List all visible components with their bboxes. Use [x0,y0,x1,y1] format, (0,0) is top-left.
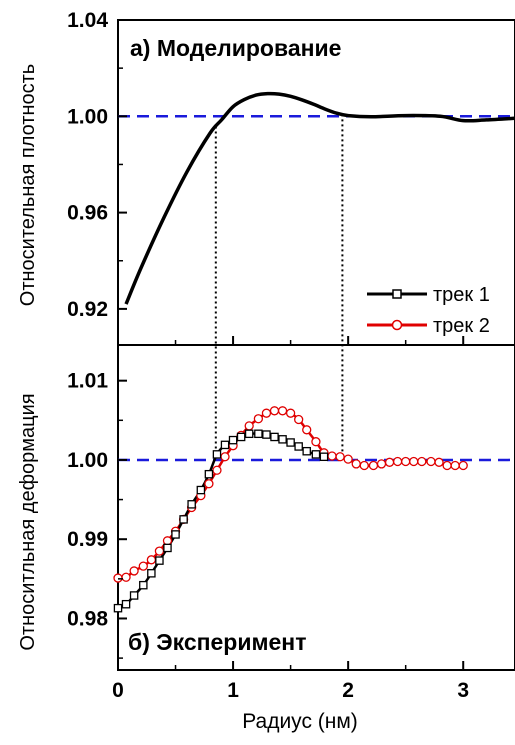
data-point-track-1 [236,432,246,442]
data-point-track-1 [129,591,139,600]
data-point-track-2 [204,479,214,489]
data-point-track-2 [458,460,468,471]
y-tick-label: 1.01 [67,370,108,393]
tick-layer: 0.92 0.96 1.00 1.04 0.98 0.99 1.00 1.01 0 1 2 3 [67,9,469,702]
data-point-track-1 [204,469,214,479]
bottom-panel-label: б) Эксперимент [128,629,306,655]
data-point-track-2 [244,421,254,431]
data-point-track-2 [311,437,321,447]
x-tick-label: 2 [342,679,354,702]
data-point-track-1 [294,442,303,451]
data-point-track-1 [302,446,311,456]
data-point-track-2 [417,456,427,467]
data-point-track-2 [220,452,230,462]
data-point-track-2 [253,414,264,424]
data-point-track-2 [154,546,165,556]
data-point-track-1 [139,580,148,590]
data-point-track-2 [343,454,353,464]
data-point-track-2 [113,573,123,583]
data-point-track-2 [426,456,436,467]
data-point-track-2 [285,408,296,418]
data-point-track-2 [359,460,369,471]
data-point-track-1 [187,500,196,509]
data-point-track-1 [244,429,254,439]
data-point-track-1 [278,435,287,444]
data-point-track-2 [376,459,387,469]
data-point-track-1 [220,440,230,450]
data-point-track-2 [294,414,304,425]
data-point-track-2 [327,451,337,461]
data-point-track-2 [434,457,444,467]
data-point-track-2 [269,406,280,416]
simulation-curve [124,91,515,305]
data-point-track-2 [302,425,312,435]
y-tick-label: 0.99 [67,528,108,551]
y-tick-label: 1.04 [67,9,108,32]
legend-label-series1: трек 1 [433,284,490,306]
top-panel-label: а) Моделирование [130,35,341,61]
data-point-track-1 [270,432,279,442]
data-point-track-2 [392,456,403,467]
data-point-track-1 [171,530,180,539]
data-point-track-2 [368,460,379,471]
series-layer [113,91,515,613]
data-point-track-1 [196,485,206,495]
data-point-track-1 [163,543,172,553]
data-point-track-2 [138,561,148,571]
data-point-track-2 [409,456,419,467]
data-point-track-2 [401,456,411,467]
data-point-track-2 [121,572,131,582]
data-point-track-2 [384,457,395,467]
x-tick-label: 3 [457,679,469,702]
data-point-track-1 [155,556,164,565]
vertical-marker-lines [214,114,344,460]
top-y-axis-title: Относительная плотность [17,64,39,306]
legend-label-series2: трек 2 [433,315,490,337]
data-point-track-2 [261,408,272,418]
bottom-panel-frame [117,344,515,671]
data-point-track-2 [450,460,460,471]
series-line-track-2 [117,409,464,580]
data-point-track-2 [146,555,157,565]
data-point-track-1 [286,438,295,447]
data-point-track-2 [335,452,345,462]
data-point-track-1 [121,599,131,609]
y-tick-label: 1.00 [67,105,108,128]
data-point-track-1 [228,435,238,445]
data-point-track-1 [179,515,188,524]
x-tick-label: 1 [227,679,239,702]
bottom-y-axis-title: Относитльная деформация [17,393,39,650]
data-point-track-1 [319,452,329,462]
data-point-track-2 [212,465,222,475]
data-point-track-2 [277,406,288,416]
y-tick-label: 0.92 [67,298,108,321]
x-axis-title: Радиус (нм) [242,710,358,733]
data-point-track-1 [311,450,321,459]
data-point-track-1 [212,450,222,459]
data-point-track-1 [262,430,271,439]
x-tick-label: 0 [112,679,124,702]
y-tick-label: 0.98 [67,607,108,630]
y-tick-label: 0.96 [67,202,108,225]
y-tick-label: 1.00 [67,449,108,472]
data-point-track-1 [147,569,156,578]
data-point-track-2 [351,459,361,469]
data-point-track-1 [254,429,263,439]
legend-marker-series1 [392,289,402,299]
legend: трек 1 трек 2 [367,284,490,337]
data-point-track-2 [129,566,139,576]
legend-marker-series2 [391,319,403,331]
data-point-track-2 [442,460,452,471]
data-point-track-1 [113,603,123,613]
data-point-track-2 [162,536,173,546]
